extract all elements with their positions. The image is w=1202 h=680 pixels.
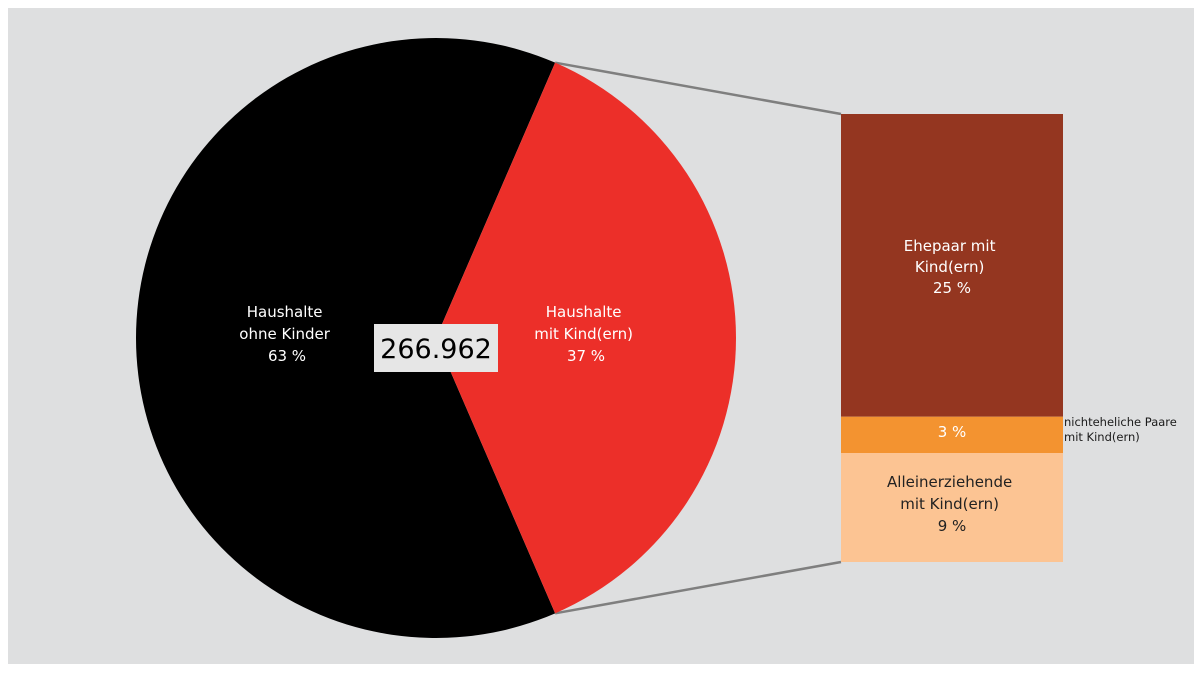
slice-label-no-children: Haushalte ohne Kinder 63 % bbox=[239, 303, 334, 365]
slice-label-no-children-line2: ohne Kinder bbox=[239, 325, 330, 343]
bar-label-unmarried-line1: nichteheliche Paare bbox=[1064, 415, 1177, 429]
connector-line-bottom bbox=[554, 560, 842, 615]
bar-segment-unmarried bbox=[841, 416, 1063, 454]
bar-label-single-parent: Alleinerziehende mit Kind(ern) 9 % bbox=[887, 473, 1017, 535]
total-value: 266.962 bbox=[380, 334, 492, 365]
bar-label-unmarried-line2: mit Kind(ern) bbox=[1064, 430, 1140, 444]
slice-value-no-children: 63 % bbox=[268, 347, 306, 365]
bar-label-single-parent-line1: Alleinerziehende bbox=[887, 473, 1012, 491]
bar-value-single-parent: 9 % bbox=[938, 517, 967, 535]
bar-value-married: 25 % bbox=[933, 279, 971, 297]
slice-label-no-children-line1: Haushalte bbox=[247, 303, 323, 321]
bar-label-married-line1: Ehepaar mit bbox=[904, 237, 996, 255]
bar-label-married-line2: Kind(ern) bbox=[915, 258, 984, 276]
pie-slice-no-children bbox=[136, 38, 556, 638]
slice-label-with-children: Haushalte mit Kind(ern) 37 % bbox=[534, 303, 638, 365]
bar-label-unmarried: nichteheliche Paare mit Kind(ern) bbox=[1064, 415, 1181, 444]
slice-value-with-children: 37 % bbox=[567, 347, 605, 365]
slice-label-with-children-line1: Haushalte bbox=[546, 303, 622, 321]
bar-label-married: Ehepaar mit Kind(ern) 25 % bbox=[904, 237, 1001, 297]
bar-segment-married bbox=[841, 114, 1063, 417]
total-box bbox=[374, 324, 498, 372]
connector-line-top bbox=[554, 61, 842, 116]
bar-label-single-parent-line2: mit Kind(ern) bbox=[900, 495, 999, 513]
pie-slice-with-children bbox=[436, 62, 736, 614]
slice-label-with-children-line2: mit Kind(ern) bbox=[534, 325, 633, 343]
bar-value-unmarried: 3 % bbox=[938, 423, 967, 441]
bar-segment-single-parent bbox=[841, 453, 1063, 562]
